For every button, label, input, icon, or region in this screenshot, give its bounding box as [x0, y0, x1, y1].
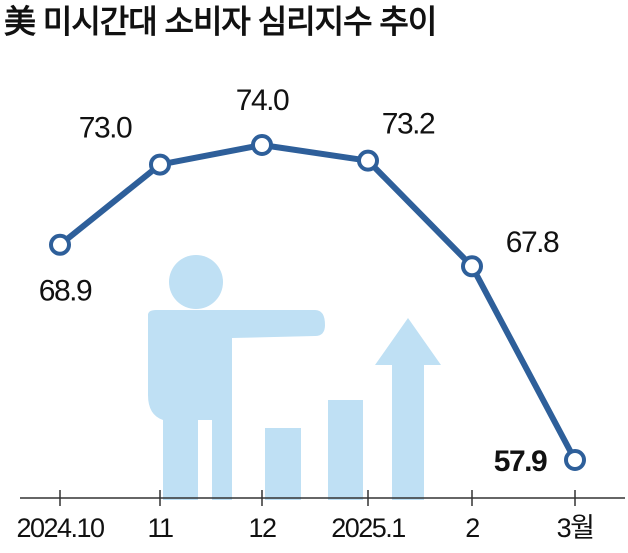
marker	[251, 134, 273, 156]
line	[58, 142, 578, 462]
x-tick-label: 11	[147, 513, 173, 543]
x-tick-label: 12	[248, 513, 276, 543]
value-label: 73.0	[79, 111, 132, 144]
marker	[564, 449, 586, 471]
x-tick-label: 2025.1	[331, 513, 405, 543]
x-tick-label: 2	[465, 513, 479, 543]
value-label: 67.8	[506, 226, 559, 259]
illustration	[148, 255, 441, 500]
marker	[49, 233, 71, 256]
x-tick-label: 3월	[557, 513, 594, 543]
value-label: 68.9	[39, 275, 92, 308]
value-label: 74.0	[236, 84, 289, 117]
value-label: 57.9	[494, 445, 547, 478]
chart-title: 美 미시간대 소비자 심리지수 추이	[4, 3, 436, 39]
marker	[461, 255, 483, 278]
value-label: 73.2	[382, 108, 435, 141]
marker	[149, 153, 171, 176]
x-tick-label: 2024.10	[16, 513, 104, 543]
marker	[357, 149, 379, 172]
